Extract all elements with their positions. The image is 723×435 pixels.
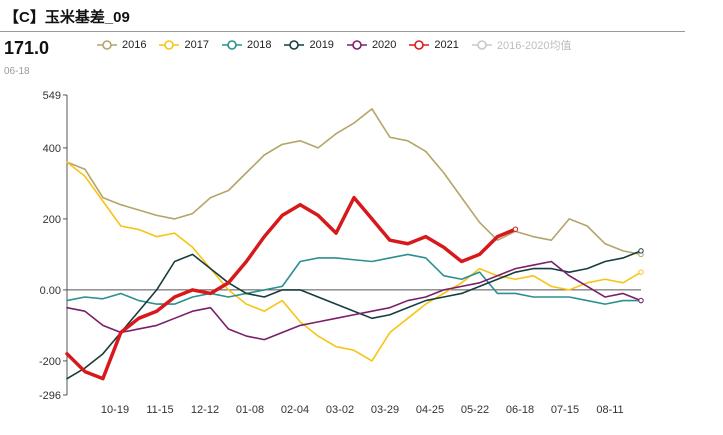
line-chart: 549 400 200 0.00 -200 -296 10-19 11-15 12-12 01-0… — [0, 0, 723, 435]
x-tick-label: 10-19 — [101, 404, 129, 416]
x-tick-label: 02-04 — [281, 404, 309, 416]
y-tick-label: -200 — [39, 356, 61, 368]
series-end-point — [639, 298, 643, 302]
x-tick-label: 04-25 — [416, 404, 444, 416]
series-line-2021 — [67, 198, 515, 379]
series-line-2018 — [67, 254, 641, 304]
series-line-2020 — [67, 262, 641, 340]
x-tick-label: 06-18 — [506, 404, 534, 416]
y-tick-label: 549 — [43, 90, 61, 102]
x-tick-label: 03-02 — [326, 404, 354, 416]
series-line-2016 — [67, 109, 641, 255]
x-tick-label: 03-29 — [371, 404, 399, 416]
y-tick-label: 200 — [43, 214, 61, 226]
series-end-point — [513, 227, 517, 231]
x-tick-label: 08-11 — [596, 404, 623, 416]
x-tick-label: 01-08 — [236, 404, 264, 416]
series-end-point — [639, 270, 643, 274]
x-tick-label: 11-15 — [146, 404, 173, 416]
y-tick-label: 0.00 — [40, 285, 61, 297]
y-tick-label: -296 — [39, 390, 61, 402]
x-tick-label: 05-22 — [461, 404, 489, 416]
x-tick-label: 12-12 — [191, 404, 219, 416]
series-line-2017 — [67, 162, 641, 361]
y-tick-label: 400 — [43, 143, 61, 155]
series-end-point — [639, 249, 643, 253]
x-tick-label: 07-15 — [551, 404, 579, 416]
